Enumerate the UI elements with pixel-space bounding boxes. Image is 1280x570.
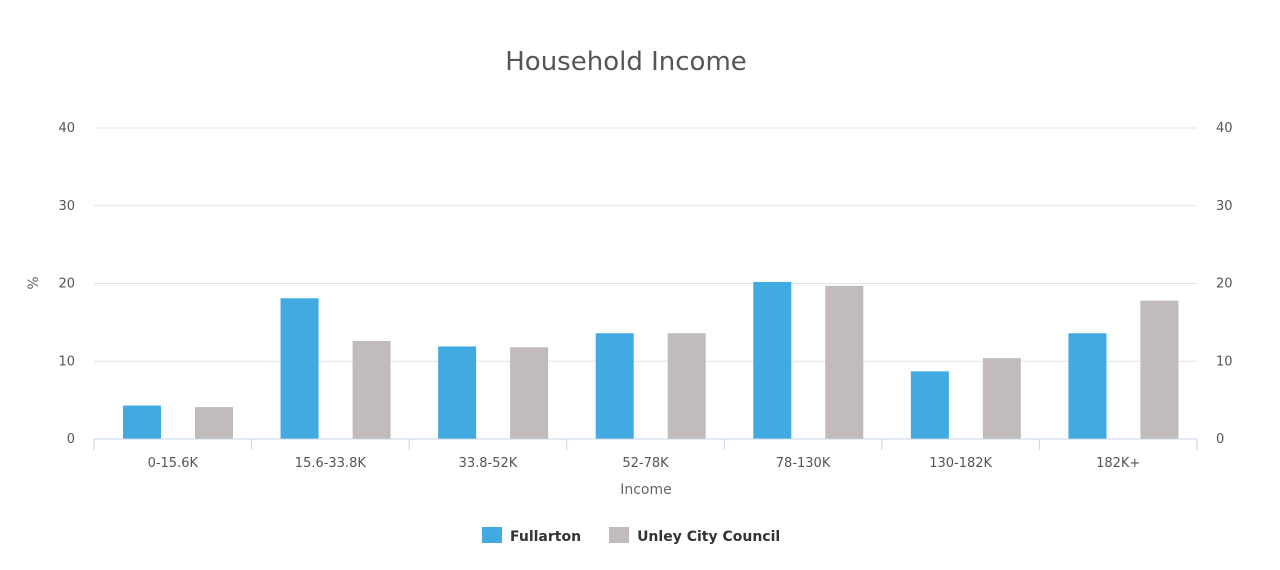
- x-axis-categories: 0-15.6K 15.6-33.8K 33.8-52K 52-78K 78-130K 13…: [148, 456, 1141, 471]
- bar-series-1: [280, 298, 319, 439]
- bar-series-1: [123, 405, 161, 439]
- x-axis-title: Income: [620, 482, 672, 498]
- chart-title: Household Income: [505, 47, 747, 77]
- x-category-label: 182K+: [1096, 456, 1140, 471]
- x-axis: [93, 438, 1198, 450]
- bar-series-2: [1140, 300, 1179, 439]
- x-category-label: 33.8-52K: [459, 456, 518, 471]
- bars: [123, 281, 1179, 439]
- y-tick-label-right: 20: [1216, 277, 1233, 292]
- y-axis-right-ticks: 0 10 20 30 40: [1216, 121, 1233, 447]
- y-tick-label-right: 10: [1216, 354, 1233, 369]
- bar-series-1: [1068, 333, 1107, 439]
- legend: Fullarton Unley City Council: [482, 527, 780, 545]
- bar-series-1: [438, 346, 477, 439]
- y-tick-label-left: 20: [58, 277, 75, 292]
- y-tick-label-left: 40: [58, 121, 75, 136]
- x-category-label: 15.6-33.8K: [295, 456, 367, 471]
- bar-series-1: [753, 281, 792, 439]
- legend-item[interactable]: Fullarton: [482, 527, 581, 545]
- bar-series-1: [910, 371, 949, 439]
- y-tick-label-right: 0: [1216, 432, 1224, 447]
- legend-label: Fullarton: [510, 529, 581, 545]
- y-axis-title: %: [26, 276, 42, 289]
- x-category-label: 78-130K: [776, 456, 831, 471]
- x-category-label: 130-182K: [929, 456, 992, 471]
- x-category-label: 52-78K: [622, 456, 669, 471]
- bar-series-2: [982, 358, 1021, 439]
- y-tick-label-right: 30: [1216, 199, 1233, 214]
- legend-swatch: [609, 527, 630, 543]
- legend-swatch: [482, 527, 502, 543]
- bar-series-2: [510, 347, 549, 439]
- bar-series-2: [195, 407, 233, 439]
- bar-series-2: [825, 285, 864, 439]
- y-tick-label-left: 10: [58, 354, 75, 369]
- gridlines: [94, 127, 1197, 362]
- y-tick-label-right: 40: [1216, 121, 1233, 136]
- legend-label: Unley City Council: [637, 529, 780, 545]
- bar-series-1: [595, 333, 634, 439]
- y-tick-label-left: 30: [58, 199, 75, 214]
- y-tick-label-left: 0: [67, 432, 75, 447]
- x-category-label: 0-15.6K: [148, 456, 199, 471]
- y-axis-left-ticks: 0 10 20 30 40: [58, 121, 75, 447]
- bar-series-2: [352, 341, 391, 439]
- bar-series-2: [667, 333, 706, 439]
- legend-item[interactable]: Unley City Council: [609, 527, 780, 545]
